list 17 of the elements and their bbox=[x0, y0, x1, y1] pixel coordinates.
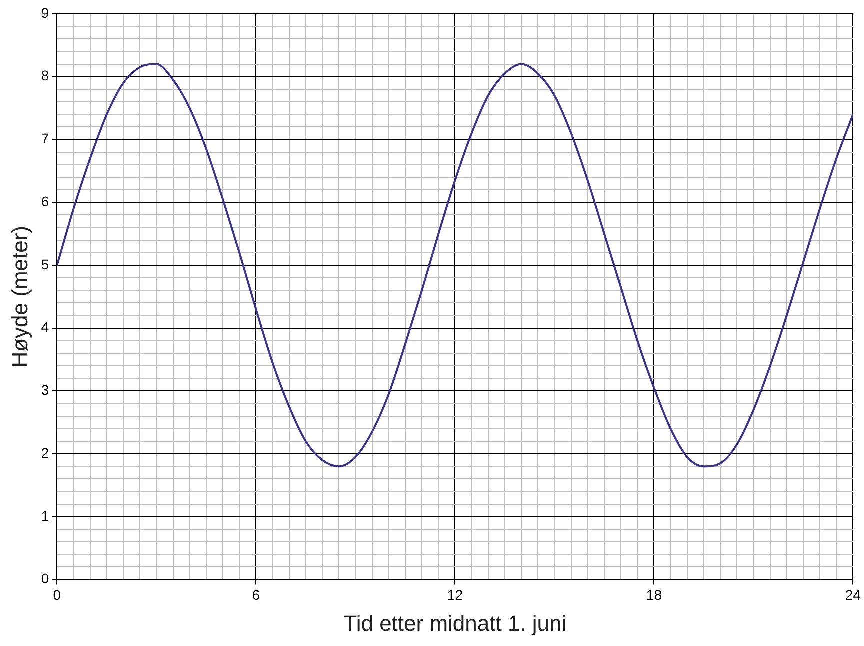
x-tick-label: 12 bbox=[447, 587, 464, 604]
y-tick-label: 7 bbox=[41, 130, 50, 147]
x-axis-title: Tid etter midnatt 1. juni bbox=[344, 610, 567, 636]
y-tick-label: 0 bbox=[41, 570, 50, 587]
y-tick-label: 2 bbox=[41, 444, 50, 461]
y-tick-label: 8 bbox=[41, 68, 50, 84]
y-tick-label: 1 bbox=[41, 508, 50, 524]
y-axis-title: Høyde (meter) bbox=[7, 226, 32, 368]
y-tick-label: 4 bbox=[41, 319, 50, 336]
x-tick-label: 6 bbox=[252, 587, 260, 604]
x-tick-label: 18 bbox=[646, 587, 662, 604]
y-tick-label: 9 bbox=[41, 4, 50, 21]
y-tick-label: 5 bbox=[41, 256, 50, 272]
y-tick-label: 3 bbox=[41, 382, 50, 398]
x-tick-label: 0 bbox=[53, 587, 62, 604]
y-tick-label: 6 bbox=[41, 193, 50, 210]
x-tick-label: 24 bbox=[845, 587, 862, 604]
